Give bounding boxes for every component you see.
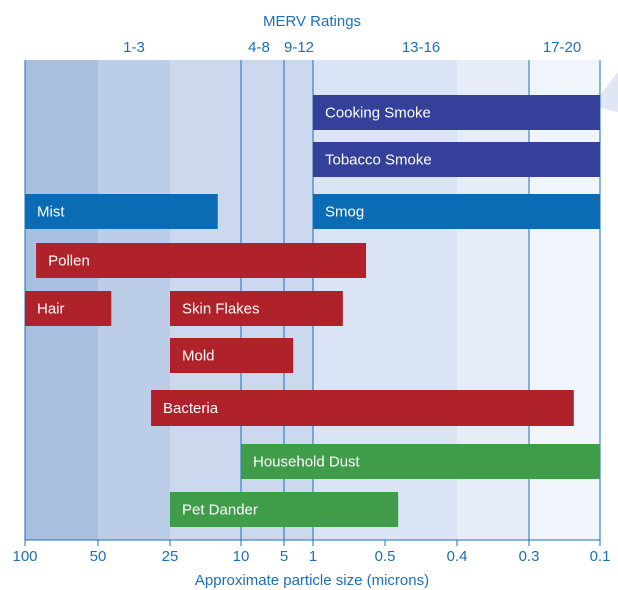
bar-pollen: Pollen [36,243,366,278]
chart-title: MERV Ratings [263,13,361,30]
bar-label: Hair [37,301,65,318]
x-tick-label: 0.1 [590,548,611,565]
bar-label: Mist [37,204,65,221]
bar-label: Skin Flakes [182,301,260,318]
x-axis: 100 50 25 10 5 1 0.5 0.4 0.3 0.1 [12,540,610,565]
bar-pet-dander: Pet Dander [170,492,398,527]
bar-smog: Smog [313,194,600,229]
bar-label: Household Dust [253,454,361,471]
merv-band-label: 9-12 [284,39,314,56]
bar-cooking-smoke: Cooking Smoke [313,95,600,130]
x-tick-label: 0.5 [375,548,396,565]
merv-band-label: 13-16 [402,39,440,56]
merv-band-label: 1-3 [123,39,145,56]
x-tick-label: 0.4 [447,548,468,565]
bar-tobacco-smoke: Tobacco Smoke [313,142,600,177]
bar-label: Cooking Smoke [325,105,431,122]
x-tick-label: 1 [309,548,317,565]
merv-ratings-header: 1-3 4-8 9-12 13-16 17-20 [123,39,581,56]
x-tick-label: 25 [162,548,179,565]
bar-skin-flakes: Skin Flakes [170,291,343,326]
x-tick-label: 0.3 [519,548,540,565]
x-axis-label: Approximate particle size (microns) [195,572,429,589]
bar-mold: Mold [170,338,293,373]
x-tick-label: 100 [12,548,37,565]
bar-label: Pollen [48,253,90,270]
bar-household-dust: Household Dust [241,444,600,479]
x-tick-label: 5 [280,548,288,565]
merv-band-label: 17-20 [543,39,581,56]
bar-hair: Hair [25,291,111,326]
bar-label: Bacteria [163,400,219,417]
bar-label: Tobacco Smoke [325,152,432,169]
bar-label: Mold [182,348,215,365]
bar-bacteria: Bacteria [151,390,574,426]
bar-mist: Mist [25,194,218,229]
x-tick-label: 50 [90,548,107,565]
bar-label: Pet Dander [182,502,258,519]
bar-label: Smog [325,204,364,221]
edge-beam [600,72,618,112]
merv-band-label: 4-8 [248,39,270,56]
x-tick-label: 10 [233,548,250,565]
